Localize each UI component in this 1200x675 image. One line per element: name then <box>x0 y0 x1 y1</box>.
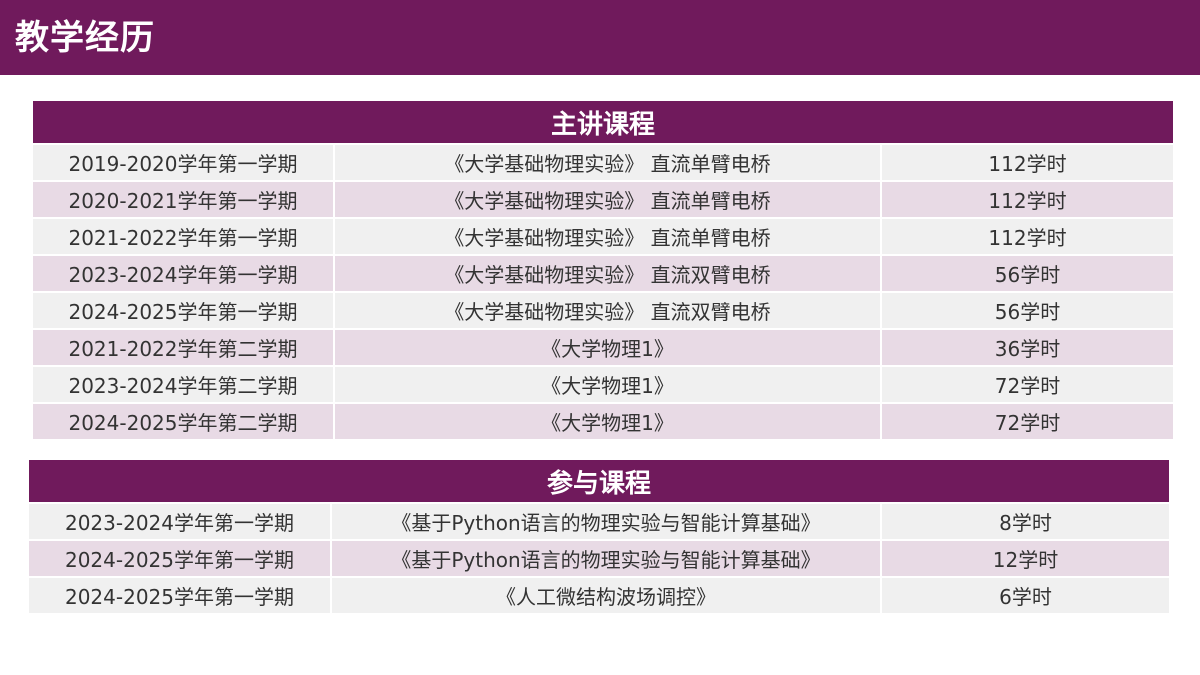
table-row: 2024-2025学年第一学期 《大学基础物理实验》 直流双臂电桥 56学时 <box>31 291 1176 330</box>
cell-course: 《基于Python语言的物理实验与智能计算基础》 <box>330 502 882 541</box>
cell-course: 《人工微结构波场调控》 <box>330 576 882 615</box>
cell-hours: 112学时 <box>879 143 1176 182</box>
cell-hours: 8学时 <box>879 502 1172 541</box>
cell-course: 《大学基础物理实验》 直流单臂电桥 <box>333 143 882 182</box>
table-row: 2020-2021学年第一学期 《大学基础物理实验》 直流单臂电桥 112学时 <box>31 180 1176 219</box>
cell-term: 2023-2024学年第二学期 <box>31 365 335 404</box>
table-row: 2023-2024学年第二学期 《大学物理1》 72学时 <box>31 365 1176 404</box>
title-bar: 教学经历 <box>0 0 1200 75</box>
table-row: 2023-2024学年第一学期 《大学基础物理实验》 直流双臂电桥 56学时 <box>31 254 1176 293</box>
table-row: 2019-2020学年第一学期 《大学基础物理实验》 直流单臂电桥 112学时 <box>31 143 1176 182</box>
cell-course: 《大学物理1》 <box>333 402 882 441</box>
cell-term: 2024-2025学年第二学期 <box>31 402 335 441</box>
cell-hours: 72学时 <box>879 402 1176 441</box>
cell-hours: 12学时 <box>879 539 1172 578</box>
table-row: 2021-2022学年第一学期 《大学基础物理实验》 直流单臂电桥 112学时 <box>31 217 1176 256</box>
cell-course: 《基于Python语言的物理实验与智能计算基础》 <box>330 539 882 578</box>
cell-course: 《大学基础物理实验》 直流单臂电桥 <box>333 217 882 256</box>
table-row: 2023-2024学年第一学期 《基于Python语言的物理实验与智能计算基础》 8… <box>27 502 1172 541</box>
cell-course: 《大学物理1》 <box>333 328 882 367</box>
cell-term: 2023-2024学年第一学期 <box>31 254 335 293</box>
cell-hours: 36学时 <box>879 328 1176 367</box>
table-row: 2024-2025学年第一学期 《基于Python语言的物理实验与智能计算基础》 1… <box>27 539 1172 578</box>
cell-term: 2024-2025学年第一学期 <box>27 576 332 615</box>
cell-course: 《大学物理1》 <box>333 365 882 404</box>
table-row: 2021-2022学年第二学期 《大学物理1》 36学时 <box>31 328 1176 367</box>
cell-course: 《大学基础物理实验》 直流单臂电桥 <box>333 180 882 219</box>
main-courses-heading: 主讲课程 <box>30 99 1176 145</box>
cell-term: 2024-2025学年第一学期 <box>27 539 332 578</box>
table-row: 2024-2025学年第二学期 《大学物理1》 72学时 <box>31 402 1176 441</box>
cell-course: 《大学基础物理实验》 直流双臂电桥 <box>333 291 882 330</box>
page-title: 教学经历 <box>15 18 155 58</box>
cell-term: 2024-2025学年第一学期 <box>31 291 335 330</box>
cell-term: 2021-2022学年第二学期 <box>31 328 335 367</box>
cell-hours: 72学时 <box>879 365 1176 404</box>
cell-term: 2020-2021学年第一学期 <box>31 180 335 219</box>
cell-hours: 112学时 <box>879 217 1176 256</box>
cell-term: 2019-2020学年第一学期 <box>31 143 335 182</box>
table-row: 2024-2025学年第一学期 《人工微结构波场调控》 6学时 <box>27 576 1172 615</box>
participating-courses-table: 参与课程 2023-2024学年第一学期 《基于Python语言的物理实验与智能计… <box>26 458 1172 615</box>
cell-hours: 56学时 <box>879 291 1176 330</box>
cell-hours: 112学时 <box>879 180 1176 219</box>
cell-term: 2021-2022学年第一学期 <box>31 217 335 256</box>
cell-course: 《大学基础物理实验》 直流双臂电桥 <box>333 254 882 293</box>
cell-term: 2023-2024学年第一学期 <box>27 502 332 541</box>
participating-courses-heading: 参与课程 <box>26 458 1172 504</box>
cell-hours: 6学时 <box>879 576 1172 615</box>
cell-hours: 56学时 <box>879 254 1176 293</box>
main-courses-table: 主讲课程 2019-2020学年第一学期 《大学基础物理实验》 直流单臂电桥 112… <box>30 99 1176 441</box>
